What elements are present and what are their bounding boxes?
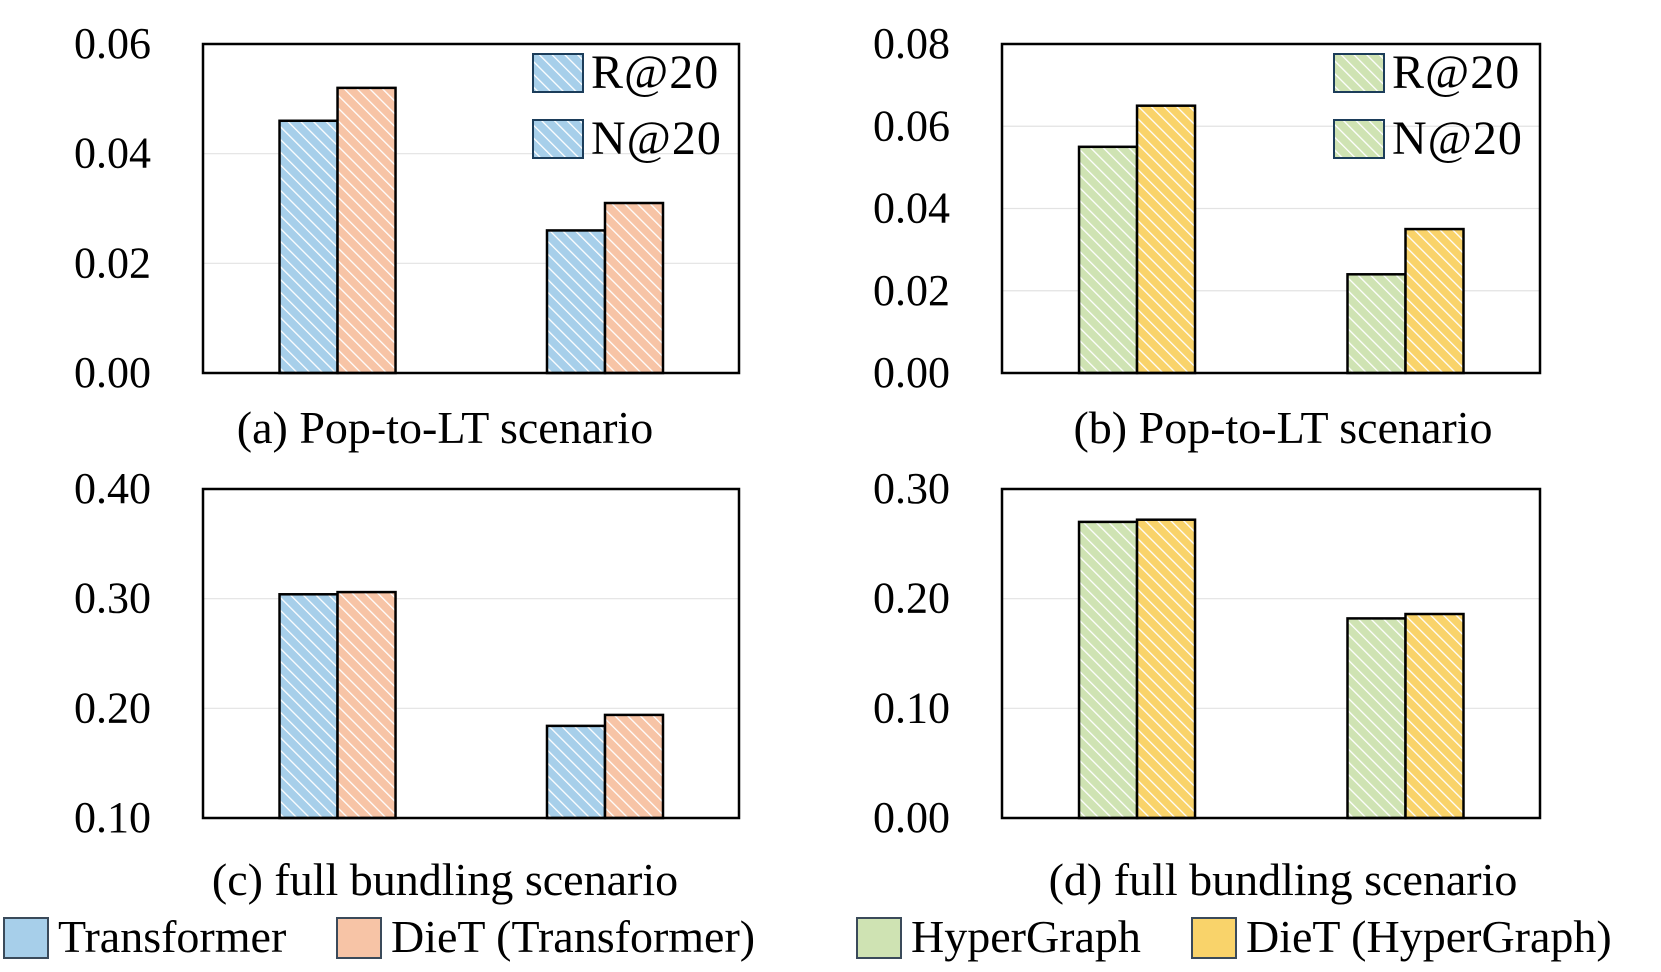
bottom-legend-label: HyperGraph — [911, 911, 1141, 962]
plot-frame — [201, 42, 741, 375]
y-tick-label: 0.00 — [873, 793, 950, 842]
panel-title: (d) full bundling scenario — [1049, 854, 1518, 905]
bar-a-transformer-nat20 — [545, 229, 607, 375]
bar-c-transformer-nat20 — [545, 724, 607, 820]
panel-title: (c) full bundling scenario — [212, 854, 678, 905]
bar-d-hypergraph-nat20 — [1346, 617, 1407, 820]
bottom-legend-swatch — [856, 917, 902, 959]
legend-label: N@20 — [1392, 112, 1523, 165]
bottom-legend-item: DieT (HyperGraph) — [1191, 911, 1612, 962]
chart-panel-a: 0.00 0.02 0.04 0.06 R@20 N@20 (a) Pop-to-LT sc… — [74, 19, 741, 453]
legend-label: R@20 — [591, 46, 719, 99]
bottom-legend-item: DieT (Transformer) — [336, 911, 755, 962]
legend-swatch — [1333, 119, 1385, 159]
y-tick-label: 0.06 — [74, 19, 151, 68]
bottom-legend-swatch — [1191, 917, 1237, 959]
bar-a-transformer-rat20 — [278, 119, 339, 375]
plot-frame — [201, 487, 741, 820]
bottom-legend-label: Transformer — [58, 911, 286, 962]
legend-swatch — [532, 119, 584, 159]
bar-c-diet-transformer-nat20 — [603, 713, 665, 820]
y-tick-label: 0.00 — [74, 348, 151, 397]
bar-b-diet-hypergraph-rat20 — [1135, 104, 1197, 375]
bar-a-diet-transformer-rat20 — [336, 86, 397, 375]
bar-c-transformer-rat20 — [278, 593, 339, 820]
y-tick-label: 0.04 — [74, 129, 151, 178]
y-tick-label: 0.00 — [873, 348, 950, 397]
legend-label: N@20 — [591, 112, 722, 165]
y-tick-label: 0.02 — [74, 238, 151, 287]
y-tick-label: 0.40 — [74, 464, 151, 513]
chart-panel-d: 0.00 0.10 0.20 0.30 (d) full bundling scenar… — [873, 464, 1542, 905]
legend-swatch — [1333, 53, 1385, 93]
panel-title: (b) Pop-to-LT scenario — [1073, 402, 1492, 453]
bar-c-diet-transformer-rat20 — [336, 590, 397, 820]
bar-b-diet-hypergraph-nat20 — [1404, 227, 1465, 375]
bar-b-hypergraph-nat20 — [1346, 273, 1407, 375]
plot-frame — [1000, 42, 1542, 375]
bottom-legend-label: DieT (HyperGraph) — [1246, 911, 1612, 962]
y-tick-label: 0.08 — [873, 19, 950, 68]
y-tick-label: 0.30 — [74, 574, 151, 623]
chart-panels: 0.00 0.02 0.04 0.06 R@20 N@20 (a) Pop-to-LT sc… — [74, 19, 1542, 905]
bottom-legend-swatch — [3, 917, 49, 959]
chart-panel-c: 0.10 0.20 0.30 0.40 (c) full bundling scenar… — [74, 464, 741, 905]
bar-b-hypergraph-rat20 — [1077, 145, 1139, 375]
y-tick-label: 0.10 — [873, 683, 950, 732]
plot-frame — [1000, 487, 1542, 820]
y-tick-label: 0.20 — [74, 683, 151, 732]
y-tick-label: 0.20 — [873, 574, 950, 623]
bar-d-diet-hypergraph-rat20 — [1135, 518, 1197, 820]
y-tick-label: 0.02 — [873, 266, 950, 315]
bottom-legend-item: Transformer — [3, 911, 286, 962]
bottom-legend-label: DieT (Transformer) — [391, 911, 755, 962]
y-tick-label: 0.30 — [873, 464, 950, 513]
bottom-legend-swatch — [336, 917, 382, 959]
bottom-legend-item: HyperGraph — [856, 911, 1141, 962]
bar-d-diet-hypergraph-nat20 — [1404, 612, 1465, 820]
bar-d-hypergraph-rat20 — [1077, 520, 1139, 820]
chart-panel-b: 0.00 0.02 0.04 0.06 0.08 R@20 N@20 (b) Pop-to-L… — [873, 19, 1542, 453]
legend-label: R@20 — [1392, 46, 1520, 99]
panel-title: (a) Pop-to-LT scenario — [237, 402, 653, 453]
bar-a-diet-transformer-nat20 — [603, 201, 665, 375]
y-tick-label: 0.06 — [873, 101, 950, 150]
y-tick-label: 0.04 — [873, 184, 950, 233]
y-tick-label: 0.10 — [74, 793, 151, 842]
legend-swatch — [532, 53, 584, 93]
bottom-legend: Transformer DieT (Transformer) HyperGraph D… — [3, 911, 1612, 962]
legend-b: R@20 N@20 — [1333, 46, 1523, 165]
legend-a: R@20 N@20 — [532, 46, 722, 165]
